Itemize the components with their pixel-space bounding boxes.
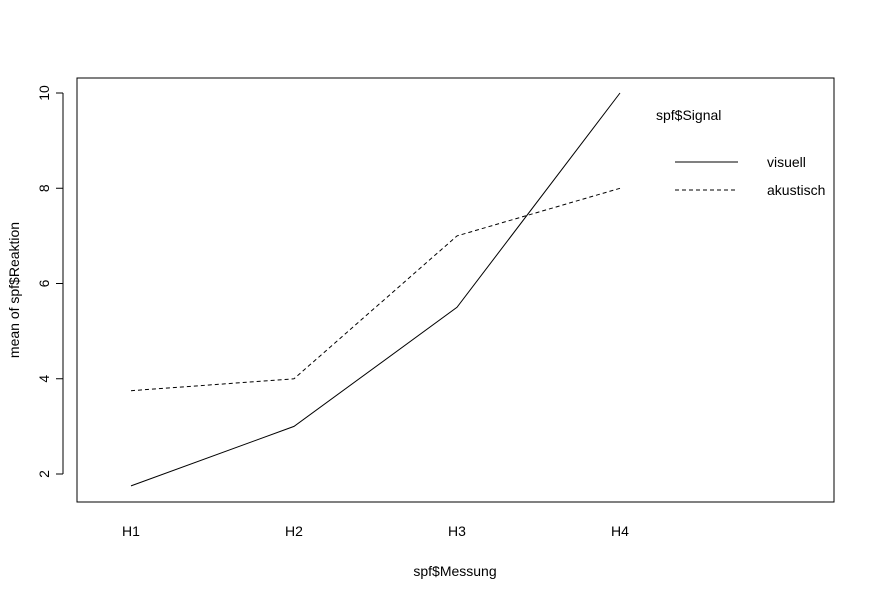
- legend-title: spf$Signal: [656, 107, 721, 123]
- plot-box: [76, 77, 835, 503]
- legend-label-visuell: visuell: [767, 154, 806, 170]
- series-lines: [130, 92, 621, 487]
- series-line-visuell: [130, 92, 621, 487]
- y-tick-label: 2: [36, 470, 52, 478]
- y-tick-label: 10: [36, 85, 52, 101]
- series-line-akustisch: [130, 187, 621, 392]
- x-tick-label: H3: [448, 523, 466, 539]
- legend: visuell akustisch: [675, 154, 825, 198]
- y-tick-label: 6: [36, 279, 52, 287]
- y-tick-label: 8: [36, 184, 52, 192]
- y-axis: 2 4 6 8 10: [36, 85, 64, 478]
- x-axis-title: spf$Messung: [413, 563, 496, 579]
- x-tick-label: H1: [122, 523, 140, 539]
- y-tick-label: 4: [36, 375, 52, 383]
- y-axis-title: mean of spf$Reaktion: [6, 222, 22, 358]
- x-tick-label: H2: [285, 523, 303, 539]
- legend-label-akustisch: akustisch: [767, 182, 825, 198]
- x-tick-label: H4: [611, 523, 629, 539]
- x-axis-labels: H1 H2 H3 H4: [122, 523, 629, 539]
